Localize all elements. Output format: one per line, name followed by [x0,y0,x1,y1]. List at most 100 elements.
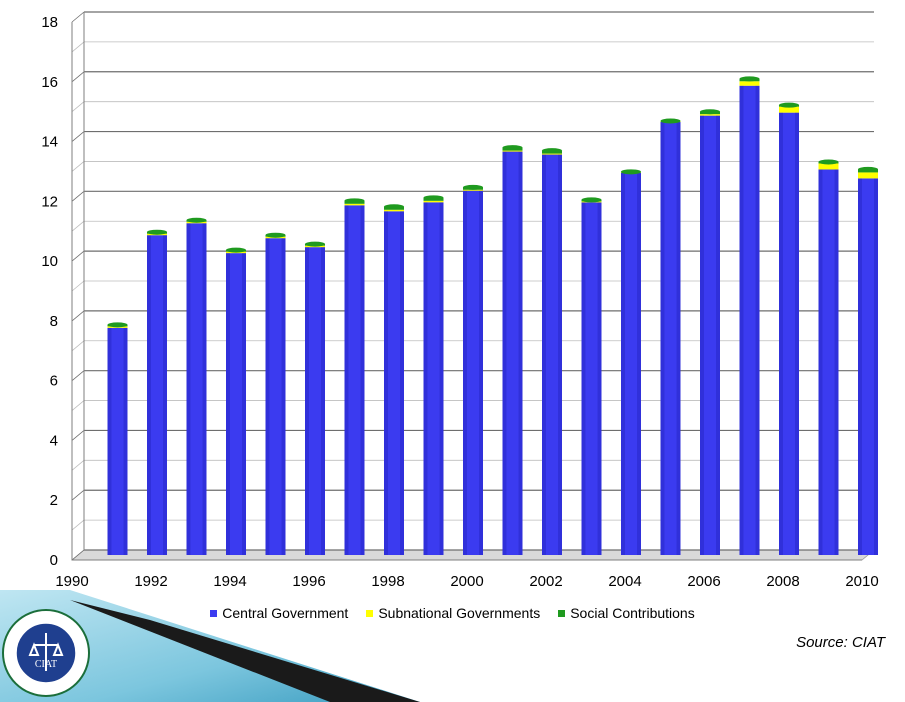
legend-label-central: Central Government [222,605,349,621]
footer-decoration [0,590,420,702]
y-tick-label: 6 [50,373,58,390]
bar-0-2005 [660,121,681,555]
bar-shade-r-2007 [755,85,760,555]
bar-cap-2010 [858,166,878,172]
bar-shade-2005 [660,121,665,555]
bar-shade-r-2004 [637,172,641,555]
bar-0-1997 [344,205,365,556]
gridline-depth [71,250,85,262]
bar-shade-1994 [226,253,230,555]
bar-shade-1991 [107,327,112,555]
bar-0-2007 [739,85,760,555]
bar-cap-1991 [107,322,128,328]
bar-shade-r-2003 [597,202,602,556]
y-tick-label: 0 [50,552,58,569]
bar-shade-r-2006 [716,115,720,555]
legend-item-subnational: Subnational Governments [366,605,540,621]
bar-0-1995 [265,238,286,555]
bar-shade-2001 [502,151,507,555]
bar-cap-1997 [344,198,365,204]
bar-cap-1994 [226,247,246,253]
x-tick-label: 2010 [845,573,878,590]
bar-0-2009 [818,169,839,555]
x-tick-label: 1996 [292,573,325,590]
ciat-seal-icon: CIAT [2,609,90,697]
bar-0-2002 [542,154,562,555]
y-tick-label: 2 [50,492,58,509]
bar-cap-1999 [423,195,444,201]
bar-cap-2009 [818,159,839,165]
bar-0-1993 [186,223,207,555]
bar-shade-1996 [305,247,309,555]
bar-shade-2000 [463,190,467,555]
bar-shade-2007 [739,85,744,555]
bar-shade-1995 [265,238,270,555]
source-note: Source: CIAT [796,634,885,651]
bar-shade-r-1994 [242,253,246,555]
x-tick-label: 1992 [134,573,167,590]
gridline-depth [71,71,85,83]
x-tick-label: 1990 [55,573,88,590]
legend-label-subnational: Subnational Governments [378,605,541,621]
y-tick-label: 4 [50,432,58,449]
x-tick-label: 1994 [213,573,246,590]
bar-1-2007 [739,81,760,86]
gridline-depth [71,220,85,232]
bar-1-2000 [463,189,483,191]
bar-1-1999 [423,200,444,203]
bar-1-2008 [779,106,799,113]
bar-shade-r-1999 [439,202,444,556]
bar-1-1997 [344,203,365,206]
bar-1-2006 [700,114,720,116]
bar-shade-1993 [186,223,191,555]
bar-shade-r-1996 [321,247,325,555]
gridline-depth [71,310,85,322]
bar-shade-2003 [581,202,586,556]
bar-shade-2009 [818,169,823,555]
bar-shade-2006 [700,115,704,555]
bar-cap-2001 [502,145,523,151]
footer-black-stripe [70,600,420,702]
gridline-depth [71,131,85,142]
bar-shade-2008 [779,112,783,556]
legend-item-social: Social Contributions [558,605,695,621]
x-tick-label: 2008 [766,573,799,590]
y-tick-label: 10 [41,253,58,270]
gridline-depth [71,460,85,471]
gridline-depth [71,340,85,352]
x-tick-label: 1998 [371,573,404,590]
legend-swatch-central [210,609,218,617]
bar-1-2009 [818,163,839,170]
bar-shade-r-2000 [479,190,483,555]
bar-cap-2007 [739,76,760,82]
legend: Central Government Subnational Governmen… [0,605,905,621]
gridline-depth [71,161,85,172]
bar-cap-2008 [779,102,799,108]
bar-shade-r-2005 [676,121,681,555]
y-tick-label: 12 [41,193,58,210]
bar-shade-r-2009 [834,169,839,555]
bar-cap-2003 [581,197,602,203]
gridline-depth [71,101,85,112]
svg-text:CIAT: CIAT [35,659,57,670]
bar-0-1994 [226,253,246,555]
bar-shade-2004 [621,172,625,555]
bar-0-1992 [147,235,167,555]
gridline-depth [71,430,85,441]
bar-cap-1995 [265,232,286,238]
gridline-depth [71,191,85,202]
bar-0-2010 [858,178,878,555]
gridline-depth [71,280,85,292]
y-tick-label: 8 [50,313,58,330]
legend-swatch-subnational [366,609,374,617]
bar-shade-r-2008 [795,112,799,556]
bar-cap-1993 [186,217,207,223]
gridline-depth [71,370,85,381]
bar-shade-2010 [858,178,862,555]
gridline-depth [71,41,85,53]
y-tick-label: 18 [41,14,58,31]
bar-shade-r-2001 [518,151,523,555]
bar-1-2001 [502,150,523,152]
bar-cap-2006 [700,109,720,115]
